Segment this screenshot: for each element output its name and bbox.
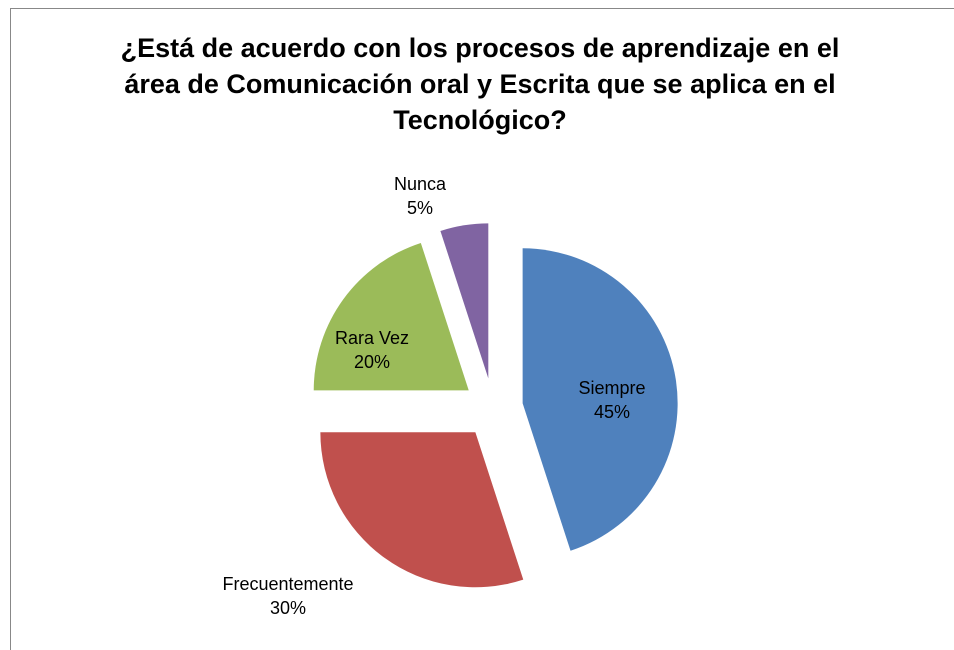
- slice-name: Nunca: [394, 174, 447, 194]
- slice-value-label: 20%: [354, 352, 390, 372]
- pie-slice: [440, 223, 489, 379]
- pie-slice: [320, 432, 524, 588]
- slice-value-label: 30%: [270, 598, 306, 618]
- slice-value-label: 45%: [594, 402, 630, 422]
- slice-name: Frecuentemente: [222, 574, 353, 594]
- pie-slice: [313, 242, 469, 391]
- slice-name: Rara Vez: [335, 328, 409, 348]
- slice-name: Siempre: [578, 378, 645, 398]
- pie-slice: [522, 248, 678, 551]
- chart-border: [10, 8, 954, 650]
- chart-title: ¿Está de acuerdo con los procesos de apr…: [120, 33, 840, 135]
- slice-value-label: 5%: [407, 198, 433, 218]
